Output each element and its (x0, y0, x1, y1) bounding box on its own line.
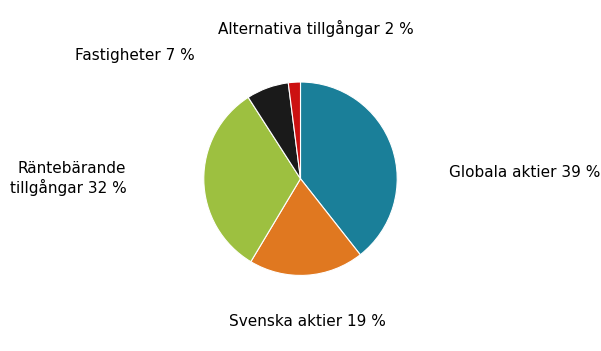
Wedge shape (251, 179, 360, 276)
Text: Räntebärande
tillgångar 32 %: Räntebärande tillgångar 32 % (10, 161, 126, 196)
Wedge shape (248, 83, 300, 179)
Text: Fastigheter 7 %: Fastigheter 7 % (75, 48, 195, 63)
Text: Svenska aktier 19 %: Svenska aktier 19 % (228, 314, 385, 329)
Text: Alternativa tillgångar 2 %: Alternativa tillgångar 2 % (218, 20, 414, 37)
Text: Globala aktier 39 %: Globala aktier 39 % (449, 165, 600, 180)
Wedge shape (288, 82, 300, 179)
Wedge shape (204, 97, 300, 262)
Wedge shape (300, 82, 397, 255)
